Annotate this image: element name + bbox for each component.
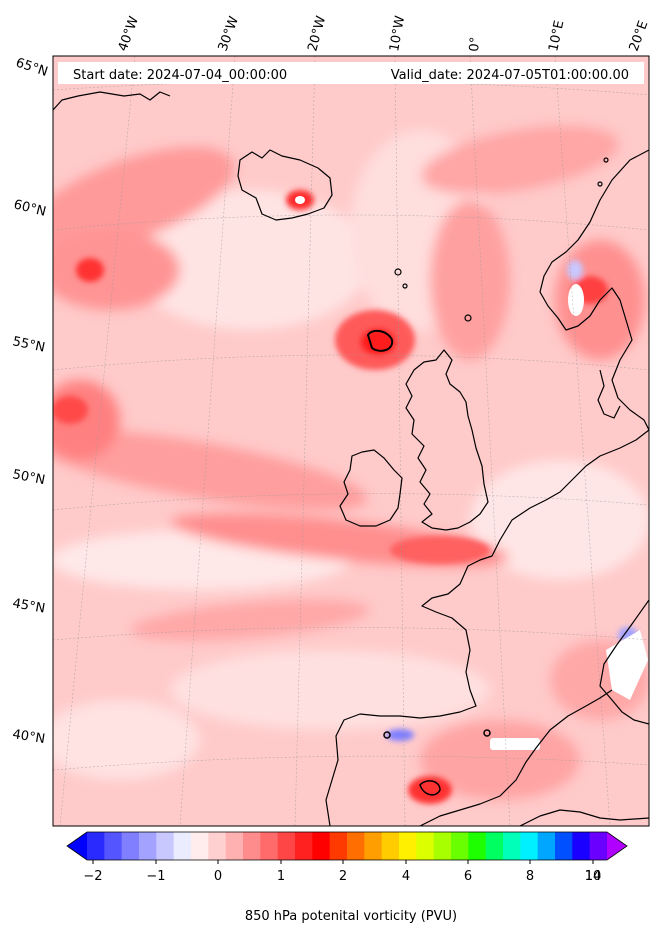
coastline-denmark [597, 369, 621, 419]
colorbar-extend-max [607, 832, 627, 860]
valid-date-label: Valid_date: 2024-07-05T01:00:00.00 [391, 68, 629, 83]
colorbar-tick-label: −2 [83, 869, 102, 884]
coastline-norway [539, 149, 649, 431]
colorbar-segment [416, 832, 435, 860]
colorbar-segment [451, 832, 469, 860]
colorbar-segment [555, 832, 573, 860]
colorbar-outline [66, 831, 628, 861]
colorbar-segment [364, 832, 383, 860]
lat-label: 65°N [14, 56, 50, 80]
colorbar-segment [260, 832, 279, 860]
colorbar-tick-label: 8 [526, 869, 534, 884]
coastline-iceland [237, 149, 333, 221]
colorbar-segment [520, 832, 539, 860]
colorbar-segment [329, 832, 348, 860]
longitude-labels: 40°W 30°W 20°W 10°W 0° 10°E 20°E [116, 14, 652, 53]
coastline-italy [599, 599, 649, 725]
colorbar-segment [121, 832, 140, 860]
colorbar-segment [173, 832, 192, 860]
coastline-great-britain [405, 349, 489, 531]
map-frame [52, 55, 650, 827]
colorbar-tick-label: 14 [585, 869, 602, 884]
coastline-ireland [339, 449, 403, 527]
coastlines [53, 91, 649, 826]
colorbar-segment [399, 832, 417, 860]
colorbar-segment [277, 832, 296, 860]
lon-label: 40°W [116, 14, 142, 53]
colorbar-extend-min [67, 832, 87, 860]
colorbar-label: 850 hPa potenital vorticity (PVU) [245, 909, 457, 924]
colorbar [66, 831, 628, 861]
colorbar-tick-label: 6 [464, 869, 472, 884]
colorbar-tick-label: 4 [402, 869, 410, 884]
lat-label: 45°N [11, 596, 46, 616]
colorbar-segment [191, 832, 209, 860]
colorbar-tick-label: 2 [339, 869, 347, 884]
colorbar-segment [225, 832, 244, 860]
colorbar-segment [139, 832, 157, 860]
lon-label: 20°E [627, 19, 652, 54]
colorbar-segment [295, 832, 313, 860]
colorbar-tick-label: 10 [585, 869, 602, 884]
colorbar-tick-label: −1 [146, 869, 165, 884]
colorbar-segment [156, 832, 175, 860]
coastline-north-africa [519, 809, 649, 826]
graticule [53, 56, 649, 826]
start-date-label: Start date: 2024-07-04_00:00:00 [73, 68, 287, 83]
lon-label: 10°E [546, 19, 567, 53]
lon-label: 30°W [216, 14, 242, 53]
colorbar-segment [381, 832, 400, 860]
lon-label: 20°W [305, 14, 329, 53]
lon-label: 0° [467, 36, 483, 52]
colorbar-segment [537, 832, 556, 860]
colorbar-segment [485, 832, 504, 860]
pv-field [53, 56, 649, 826]
colorbar-segment [503, 832, 521, 860]
colorbar-segment [243, 832, 261, 860]
lat-label: 40°N [11, 727, 46, 747]
coastline-iberia-east [419, 689, 613, 826]
lon-label: 10°W [387, 15, 408, 53]
colorbar-segment [208, 832, 227, 860]
colorbar-segment [589, 832, 608, 860]
colorbar-segment [468, 832, 487, 860]
colorbar-tick-label: 1 [277, 869, 285, 884]
colorbar-segment [312, 832, 331, 860]
colorbar-segment [433, 832, 452, 860]
colorbar-segment [104, 832, 123, 860]
colorbar-segment [347, 832, 365, 860]
lat-label: 55°N [11, 334, 46, 355]
lat-label: 60°N [12, 197, 47, 219]
header-band [58, 62, 644, 84]
coastline-greenland [53, 91, 171, 111]
lat-label: 50°N [11, 467, 46, 488]
colorbar-segment [87, 832, 105, 860]
colorbar-tick-label: 0 [214, 869, 222, 884]
colorbar-segment [572, 832, 591, 860]
coastline-europe-mainland [325, 429, 649, 826]
latitude-labels: 65°N 60°N 55°N 50°N 45°N 40°N [11, 56, 49, 748]
